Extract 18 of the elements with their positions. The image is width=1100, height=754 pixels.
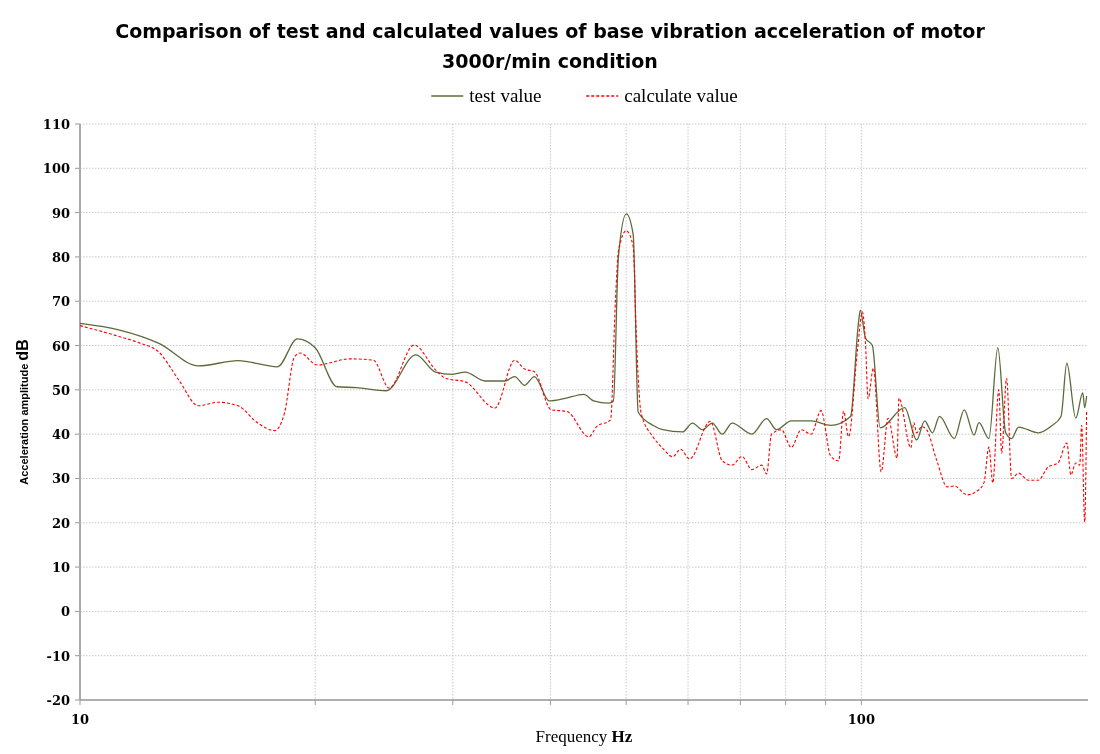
y-tick-label: -10 [46,648,70,664]
y-tick-label: 40 [51,427,70,443]
y-tick-label: 60 [51,338,70,354]
y-tick-label: 20 [51,515,70,531]
y-tick-label: 10 [51,560,70,576]
y-tick-label: 80 [51,249,70,265]
y-tick-label: 70 [51,294,70,310]
y-tick-label: 100 [42,161,70,177]
y-tick-label: 90 [51,205,70,221]
y-axis-title: Acceleration amplitude dB [14,339,31,485]
legend-label: calculate value [624,85,738,106]
y-tick-label: 110 [42,117,70,132]
legend-label: test value [469,85,542,106]
y-tick-label: 50 [51,382,70,398]
y-tick-label: 30 [51,471,70,487]
y-tick-label: 0 [60,604,70,620]
y-tick-label: -20 [46,693,70,708]
x-axis-title: Frequency Hz [535,727,633,746]
